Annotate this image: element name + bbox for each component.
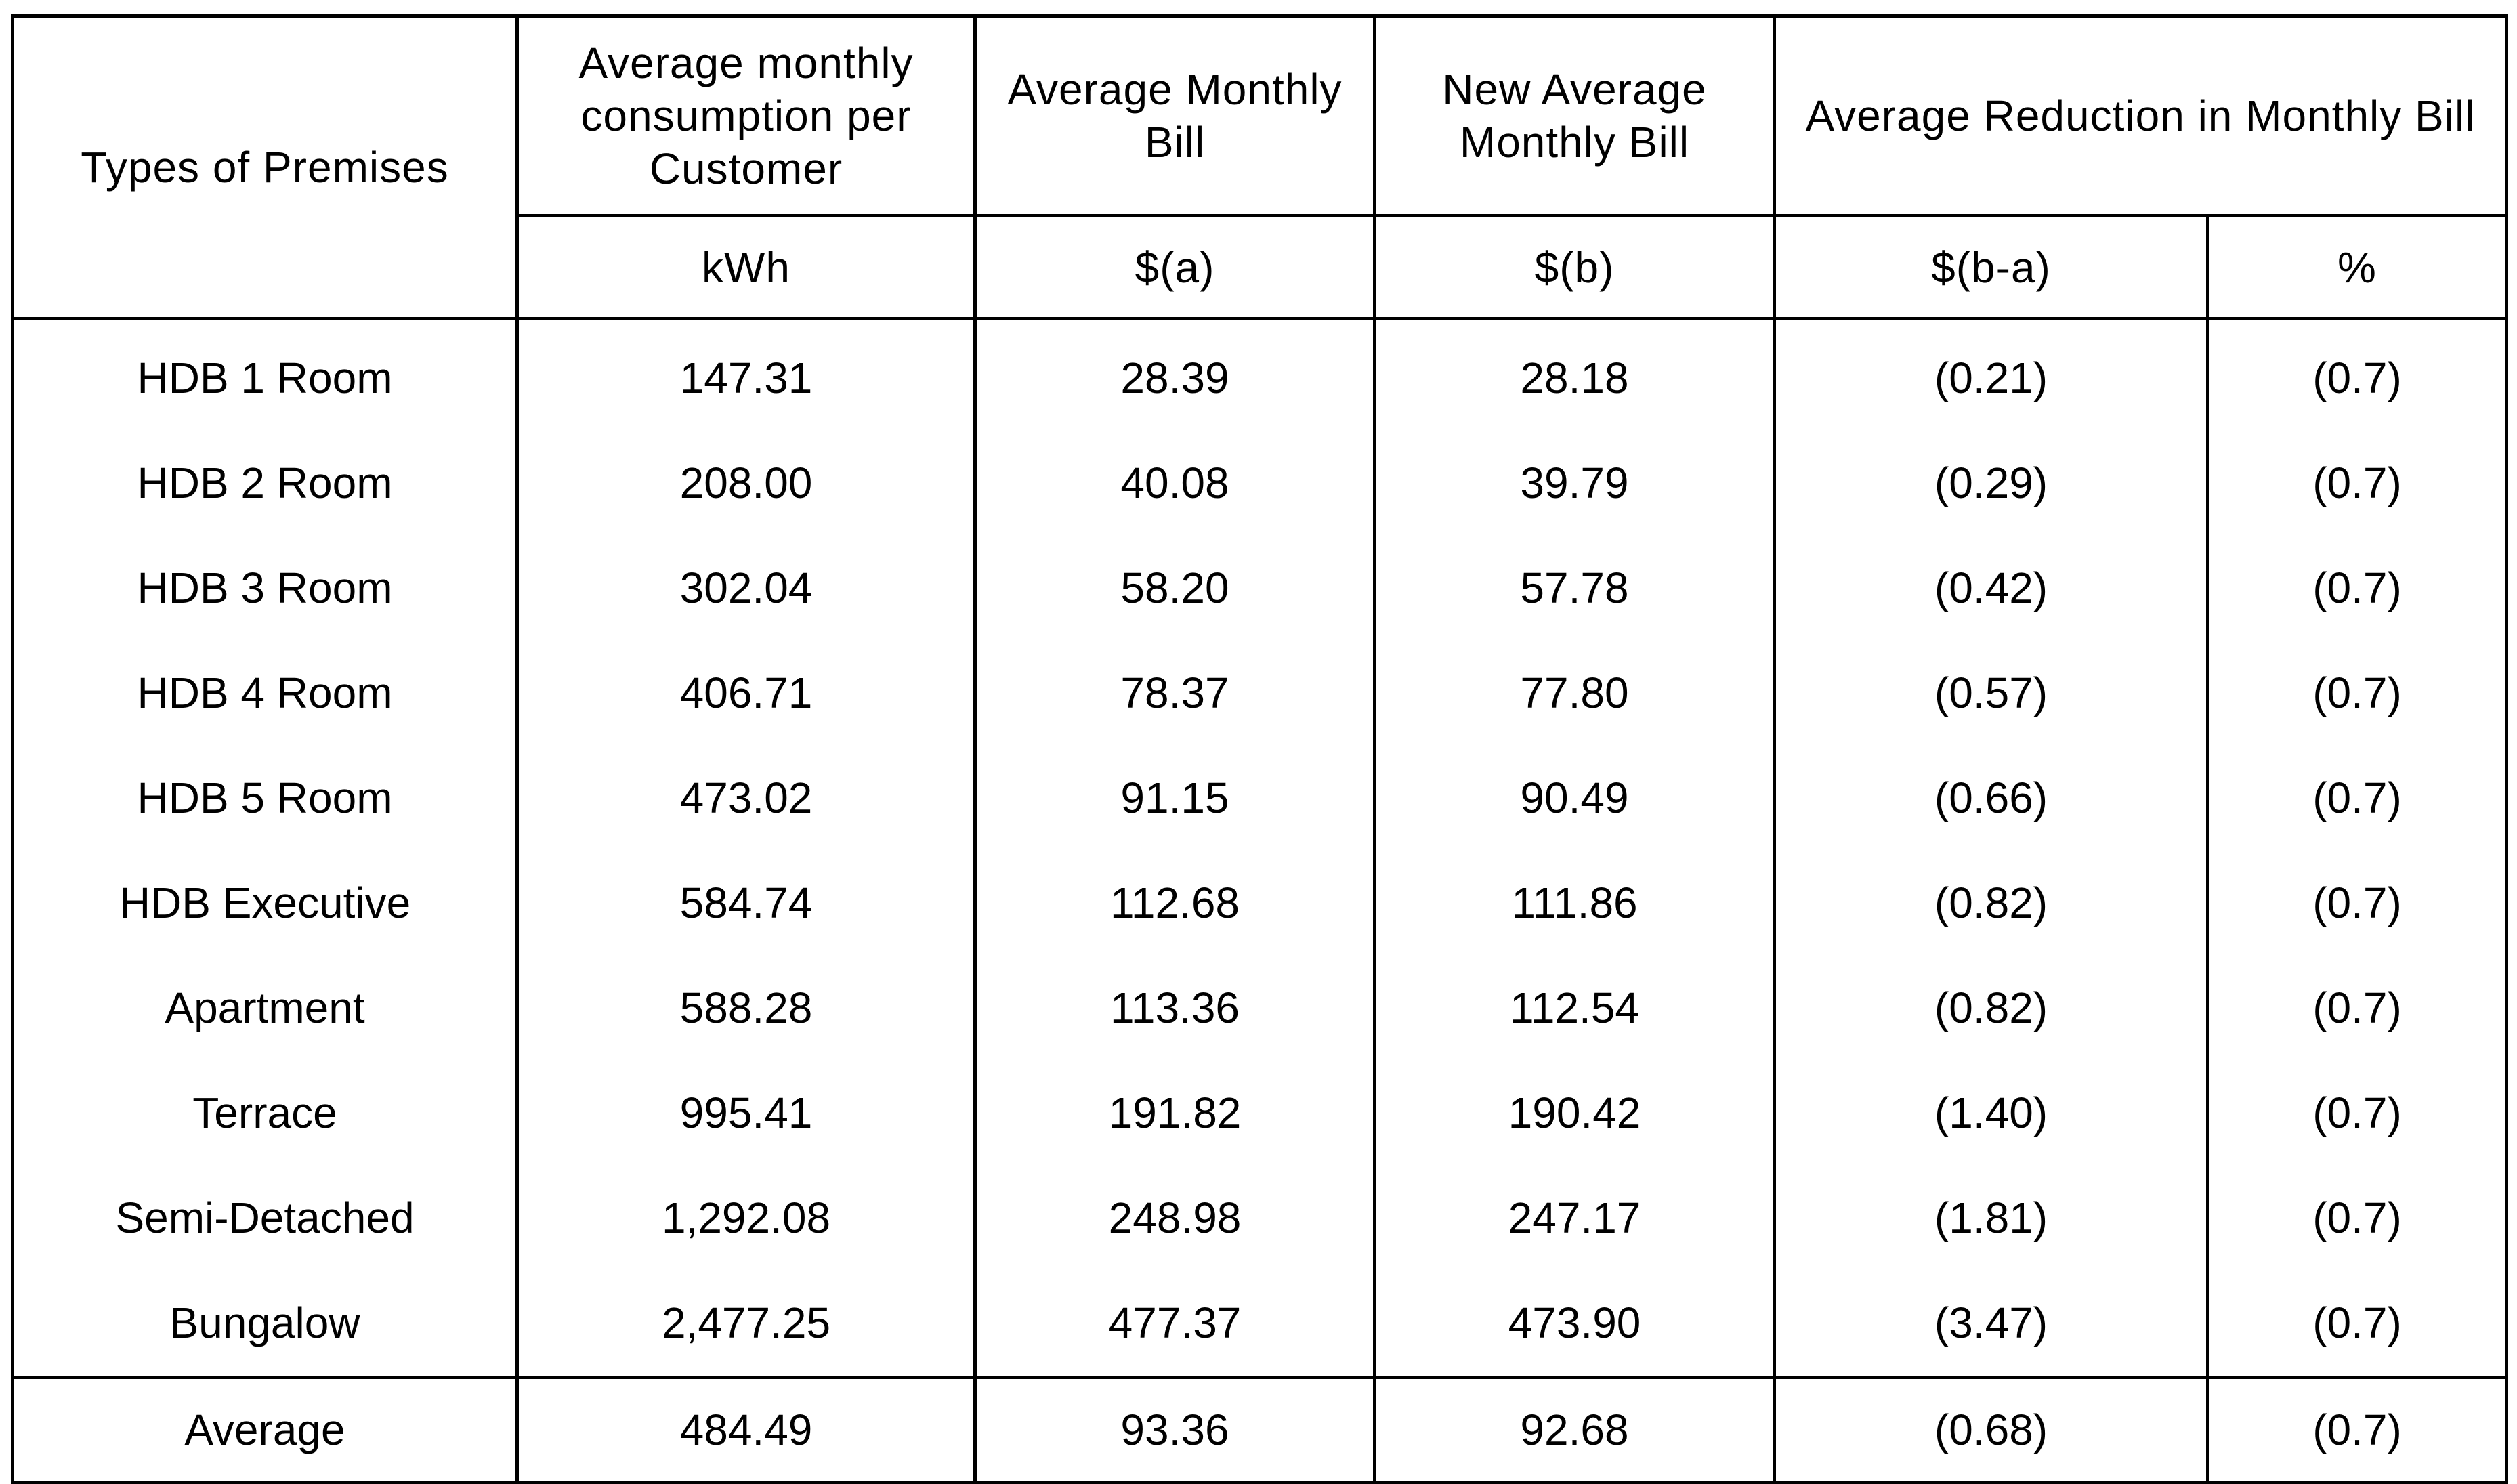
cell-reduction-pct: (0.7): [2206, 1166, 2508, 1271]
cell-new-avg-bill: 57.78: [1373, 536, 1776, 641]
table-row: Bungalow 2,477.25 477.37 473.90 (3.47) (…: [11, 1271, 2508, 1378]
unit-avg-bill: $(a): [973, 214, 1376, 320]
cell-avg-bill: 40.08: [973, 431, 1376, 536]
average-avg-bill: 93.36: [973, 1376, 1376, 1484]
unit-reduction-amount: $(b-a): [1773, 214, 2209, 320]
cell-premise: HDB 2 Room: [11, 431, 519, 536]
unit-new-avg-bill: $(b): [1373, 214, 1776, 320]
cell-reduction-pct: (0.7): [2206, 746, 2508, 851]
cell-reduction-pct: (0.7): [2206, 318, 2508, 431]
cell-new-avg-bill: 473.90: [1373, 1271, 1776, 1378]
unit-reduction-pct: %: [2206, 214, 2508, 320]
cell-reduction-amount: (0.82): [1773, 956, 2209, 1061]
table-row: Apartment 588.28 113.36 112.54 (0.82) (0…: [11, 956, 2508, 1061]
table-row: Semi-Detached 1,292.08 248.98 247.17 (1.…: [11, 1166, 2508, 1271]
cell-reduction-pct: (0.7): [2206, 641, 2508, 746]
cell-reduction-amount: (0.21): [1773, 318, 2209, 431]
table-header: Types of Premises Average monthly consum…: [11, 14, 2508, 320]
table-row: HDB 2 Room 208.00 40.08 39.79 (0.29) (0.…: [11, 431, 2508, 536]
cell-new-avg-bill: 112.54: [1373, 956, 1776, 1061]
cell-premise: Semi-Detached: [11, 1166, 519, 1271]
cell-avg-bill: 78.37: [973, 641, 1376, 746]
cell-reduction-amount: (1.40): [1773, 1061, 2209, 1166]
cell-avg-bill: 112.68: [973, 851, 1376, 956]
header-consumption: Average monthly consumption per Customer: [515, 14, 977, 217]
cell-premise: HDB 4 Room: [11, 641, 519, 746]
cell-premise: HDB 3 Room: [11, 536, 519, 641]
cell-reduction-amount: (0.29): [1773, 431, 2209, 536]
cell-premise: HDB 5 Room: [11, 746, 519, 851]
table-row: HDB 5 Room 473.02 91.15 90.49 (0.66) (0.…: [11, 746, 2508, 851]
cell-avg-bill: 248.98: [973, 1166, 1376, 1271]
cell-reduction-amount: (0.57): [1773, 641, 2209, 746]
cell-reduction-amount: (1.81): [1773, 1166, 2209, 1271]
cell-avg-bill: 191.82: [973, 1061, 1376, 1166]
cell-reduction-amount: (0.82): [1773, 851, 2209, 956]
header-premises: Types of Premises: [11, 14, 519, 320]
cell-new-avg-bill: 39.79: [1373, 431, 1776, 536]
cell-avg-bill: 477.37: [973, 1271, 1376, 1378]
table-footer: Average 484.49 93.36 92.68 (0.68) (0.7): [11, 1376, 2508, 1484]
average-reduction-pct: (0.7): [2206, 1376, 2508, 1484]
header-row-titles: Types of Premises Average monthly consum…: [11, 14, 2508, 320]
header-reduction: Average Reduction in Monthly Bill: [1773, 14, 2508, 217]
cell-consumption: 995.41: [515, 1061, 977, 1166]
cell-premise: HDB Executive: [11, 851, 519, 956]
cell-reduction-pct: (0.7): [2206, 1061, 2508, 1166]
cell-reduction-pct: (0.7): [2206, 1271, 2508, 1378]
cell-reduction-pct: (0.7): [2206, 536, 2508, 641]
cell-new-avg-bill: 28.18: [1373, 318, 1776, 431]
table-row: HDB 1 Room 147.31 28.39 28.18 (0.21) (0.…: [11, 318, 2508, 431]
header-new-avg-bill: New Average Monthly Bill: [1373, 14, 1776, 217]
cell-new-avg-bill: 247.17: [1373, 1166, 1776, 1271]
cell-reduction-amount: (3.47): [1773, 1271, 2209, 1378]
average-consumption: 484.49: [515, 1376, 977, 1484]
cell-reduction-amount: (0.66): [1773, 746, 2209, 851]
cell-reduction-pct: (0.7): [2206, 956, 2508, 1061]
cell-new-avg-bill: 111.86: [1373, 851, 1776, 956]
cell-premise: Bungalow: [11, 1271, 519, 1378]
cell-consumption: 588.28: [515, 956, 977, 1061]
cell-reduction-pct: (0.7): [2206, 851, 2508, 956]
table-body: HDB 1 Room 147.31 28.39 28.18 (0.21) (0.…: [11, 318, 2508, 1378]
cell-consumption: 584.74: [515, 851, 977, 956]
cell-new-avg-bill: 90.49: [1373, 746, 1776, 851]
cell-reduction-pct: (0.7): [2206, 431, 2508, 536]
average-label: Average: [11, 1376, 519, 1484]
cell-reduction-amount: (0.42): [1773, 536, 2209, 641]
cell-new-avg-bill: 190.42: [1373, 1061, 1776, 1166]
cell-consumption: 147.31: [515, 318, 977, 431]
cell-consumption: 1,292.08: [515, 1166, 977, 1271]
cell-consumption: 2,477.25: [515, 1271, 977, 1378]
cell-consumption: 473.02: [515, 746, 977, 851]
electricity-bill-table: Types of Premises Average monthly consum…: [11, 14, 2508, 1484]
cell-avg-bill: 58.20: [973, 536, 1376, 641]
cell-premise: HDB 1 Room: [11, 318, 519, 431]
cell-premise: Terrace: [11, 1061, 519, 1166]
average-row: Average 484.49 93.36 92.68 (0.68) (0.7): [11, 1376, 2508, 1484]
cell-consumption: 302.04: [515, 536, 977, 641]
table-row: HDB Executive 584.74 112.68 111.86 (0.82…: [11, 851, 2508, 956]
average-reduction-amount: (0.68): [1773, 1376, 2209, 1484]
table-row: HDB 3 Room 302.04 58.20 57.78 (0.42) (0.…: [11, 536, 2508, 641]
header-row-units: kWh $(a) $(b) $(b-a) %: [13, 214, 2508, 320]
cell-consumption: 406.71: [515, 641, 977, 746]
cell-avg-bill: 113.36: [973, 956, 1376, 1061]
table-row: Terrace 995.41 191.82 190.42 (1.40) (0.7…: [11, 1061, 2508, 1166]
cell-premise: Apartment: [11, 956, 519, 1061]
table-row: HDB 4 Room 406.71 78.37 77.80 (0.57) (0.…: [11, 641, 2508, 746]
cell-consumption: 208.00: [515, 431, 977, 536]
cell-avg-bill: 28.39: [973, 318, 1376, 431]
cell-avg-bill: 91.15: [973, 746, 1376, 851]
cell-new-avg-bill: 77.80: [1373, 641, 1776, 746]
unit-consumption: kWh: [515, 214, 977, 320]
header-avg-bill: Average Monthly Bill: [973, 14, 1376, 217]
average-new-avg-bill: 92.68: [1373, 1376, 1776, 1484]
